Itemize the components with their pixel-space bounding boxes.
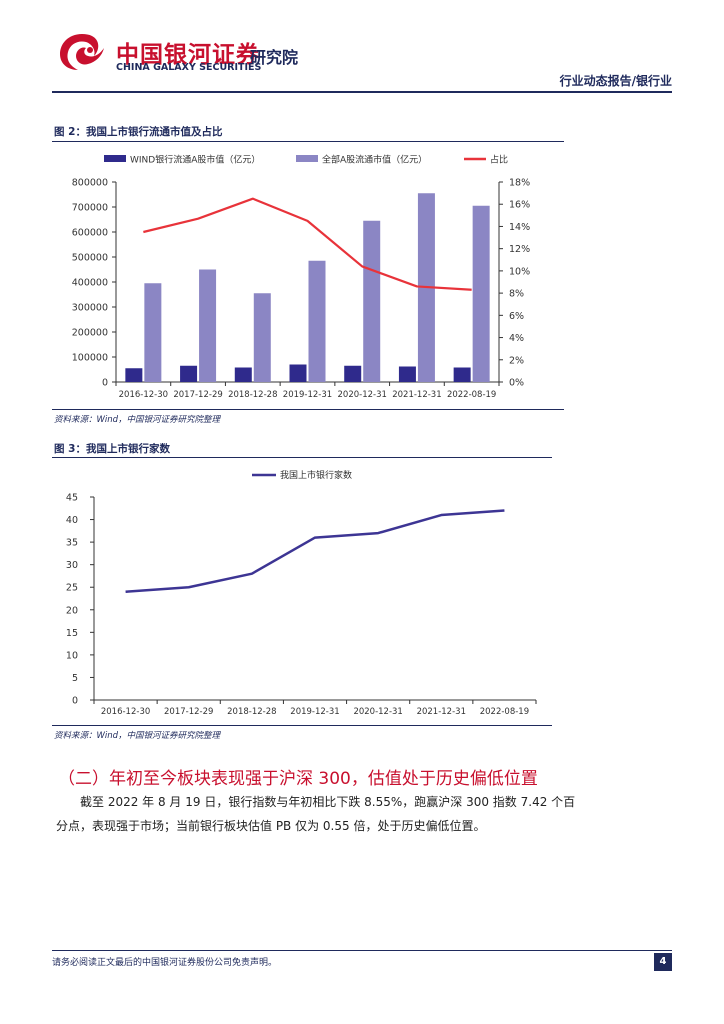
y-right-tick-label: 6% bbox=[509, 311, 524, 322]
y-right-tick-label: 0% bbox=[509, 378, 524, 389]
bar bbox=[180, 365, 198, 382]
x-tick-label: 2019-12-31 bbox=[290, 707, 339, 717]
document-type: 行业动态报告/银行业 bbox=[559, 74, 672, 88]
figure3-top-rule bbox=[52, 457, 552, 458]
logo-text-en: CHINA GALAXY SECURITIES bbox=[116, 62, 262, 73]
legend-swatch bbox=[104, 155, 126, 162]
x-tick-label: 2017-12-29 bbox=[164, 707, 213, 717]
y-right-tick-label: 14% bbox=[509, 222, 530, 233]
y-left-tick-label: 600000 bbox=[72, 228, 108, 239]
figure3-chart: 我国上市银行家数 0 5 10 15 20 25 30 35 40 45 2016-12-30 2017… bbox=[66, 469, 537, 717]
y-tick-label: 15 bbox=[66, 628, 78, 639]
legend-label: 我国上市银行家数 bbox=[280, 469, 352, 481]
x-tick-label: 2019-12-31 bbox=[283, 390, 332, 400]
y-right-tick-label: 18% bbox=[509, 178, 530, 189]
y-left-tick-label: 400000 bbox=[72, 278, 108, 289]
figure3-title: 图 3：我国上市银行家数 bbox=[54, 443, 170, 455]
legend-label: 占比 bbox=[490, 154, 508, 166]
x-tick-label: 2016-12-30 bbox=[101, 707, 150, 717]
y-tick-label: 0 bbox=[72, 696, 78, 707]
legend-label: 全部A股流通市值（亿元） bbox=[322, 154, 427, 166]
bar bbox=[144, 283, 162, 382]
figure2-top-rule bbox=[52, 141, 564, 142]
y-tick-label: 25 bbox=[66, 583, 78, 594]
y-right-tick-label: 10% bbox=[509, 266, 530, 277]
x-tick-label: 2022-08-19 bbox=[447, 390, 496, 400]
y-right-tick-label: 8% bbox=[509, 289, 524, 300]
y-tick-label: 45 bbox=[66, 493, 78, 504]
page-number: 4 bbox=[654, 953, 672, 971]
logo-icon bbox=[60, 34, 104, 70]
paragraph-line-1: 截至 2022 年 8 月 19 日，银行指数与年初相比下跌 8.55%，跑赢沪… bbox=[80, 795, 576, 809]
y-left-tick-label: 800000 bbox=[72, 178, 108, 189]
bar bbox=[199, 269, 217, 382]
figure2-title: 图 2：我国上市银行流通市值及占比 bbox=[54, 126, 223, 138]
bar bbox=[289, 364, 307, 382]
bar bbox=[472, 205, 490, 382]
x-tick-label: 2021-12-31 bbox=[392, 390, 441, 400]
bar bbox=[308, 260, 326, 382]
x-tick-label: 2017-12-29 bbox=[173, 390, 222, 400]
y-left-tick-label: 100000 bbox=[72, 353, 108, 364]
legend-swatch bbox=[296, 155, 318, 162]
x-tick-label: 2018-12-28 bbox=[227, 707, 276, 717]
bar bbox=[453, 367, 471, 382]
y-tick-label: 35 bbox=[66, 538, 78, 549]
figure2-bottom-rule bbox=[52, 409, 564, 410]
footer-disclaimer: 请务必阅读正文最后的中国银河证券股份公司免责声明。 bbox=[52, 958, 278, 968]
section-paragraph: 截至 2022 年 8 月 19 日，银行指数与年初相比下跌 8.55%，跑赢沪… bbox=[56, 790, 616, 838]
y-tick-label: 30 bbox=[66, 560, 78, 571]
footer-divider bbox=[52, 950, 672, 951]
y-tick-label: 10 bbox=[66, 650, 78, 661]
y-left-tick-label: 200000 bbox=[72, 328, 108, 339]
series-line bbox=[143, 197, 472, 291]
y-tick-label: 5 bbox=[72, 673, 78, 684]
series-line bbox=[125, 509, 505, 593]
legend-label: WIND银行流通A股市值（亿元） bbox=[130, 154, 260, 166]
paragraph-line-2: 分点，表现强于市场；当前银行板块估值 PB 仅为 0.55 倍，处于历史偏低位置… bbox=[56, 819, 486, 833]
y-tick-label: 20 bbox=[66, 605, 78, 616]
header-divider bbox=[52, 91, 672, 93]
section-title: （二）年初至今板块表现强于沪深 300，估值处于历史偏低位置 bbox=[58, 769, 538, 789]
bar bbox=[125, 368, 143, 382]
x-tick-label: 2016-12-30 bbox=[119, 390, 168, 400]
x-tick-label: 2022-08-19 bbox=[480, 707, 529, 717]
figure2-chart: WIND银行流通A股市值（亿元） 全部A股流通市值（亿元） 占比 0 100000 200… bbox=[72, 154, 530, 401]
x-tick-label: 2018-12-28 bbox=[228, 390, 277, 400]
y-tick-label: 40 bbox=[66, 515, 78, 526]
y-right-tick-label: 2% bbox=[509, 355, 524, 366]
y-right-tick-label: 4% bbox=[509, 333, 524, 344]
logo-text-cn: 中国银河证券 bbox=[116, 42, 260, 68]
y-left-tick-label: 700000 bbox=[72, 203, 108, 214]
y-left-tick-label: 300000 bbox=[72, 303, 108, 314]
institute-label: 研究院 bbox=[250, 48, 299, 67]
y-left-tick-label: 500000 bbox=[72, 253, 108, 264]
bar bbox=[344, 365, 362, 382]
x-tick-label: 2021-12-31 bbox=[417, 707, 466, 717]
x-tick-label: 2020-12-31 bbox=[353, 707, 402, 717]
figure3-bottom-rule bbox=[52, 725, 552, 726]
bar bbox=[363, 220, 381, 382]
bar bbox=[234, 367, 252, 382]
figure2-source: 资料来源：Wind，中国银河证券研究院整理 bbox=[54, 415, 221, 425]
y-right-tick-label: 16% bbox=[509, 200, 530, 211]
figure3-source: 资料来源：Wind，中国银河证券研究院整理 bbox=[54, 731, 221, 741]
x-tick-label: 2020-12-31 bbox=[338, 390, 387, 400]
y-left-tick-label: 0 bbox=[102, 378, 108, 389]
y-right-tick-label: 12% bbox=[509, 244, 530, 255]
bar bbox=[253, 293, 271, 382]
bar bbox=[398, 366, 416, 382]
